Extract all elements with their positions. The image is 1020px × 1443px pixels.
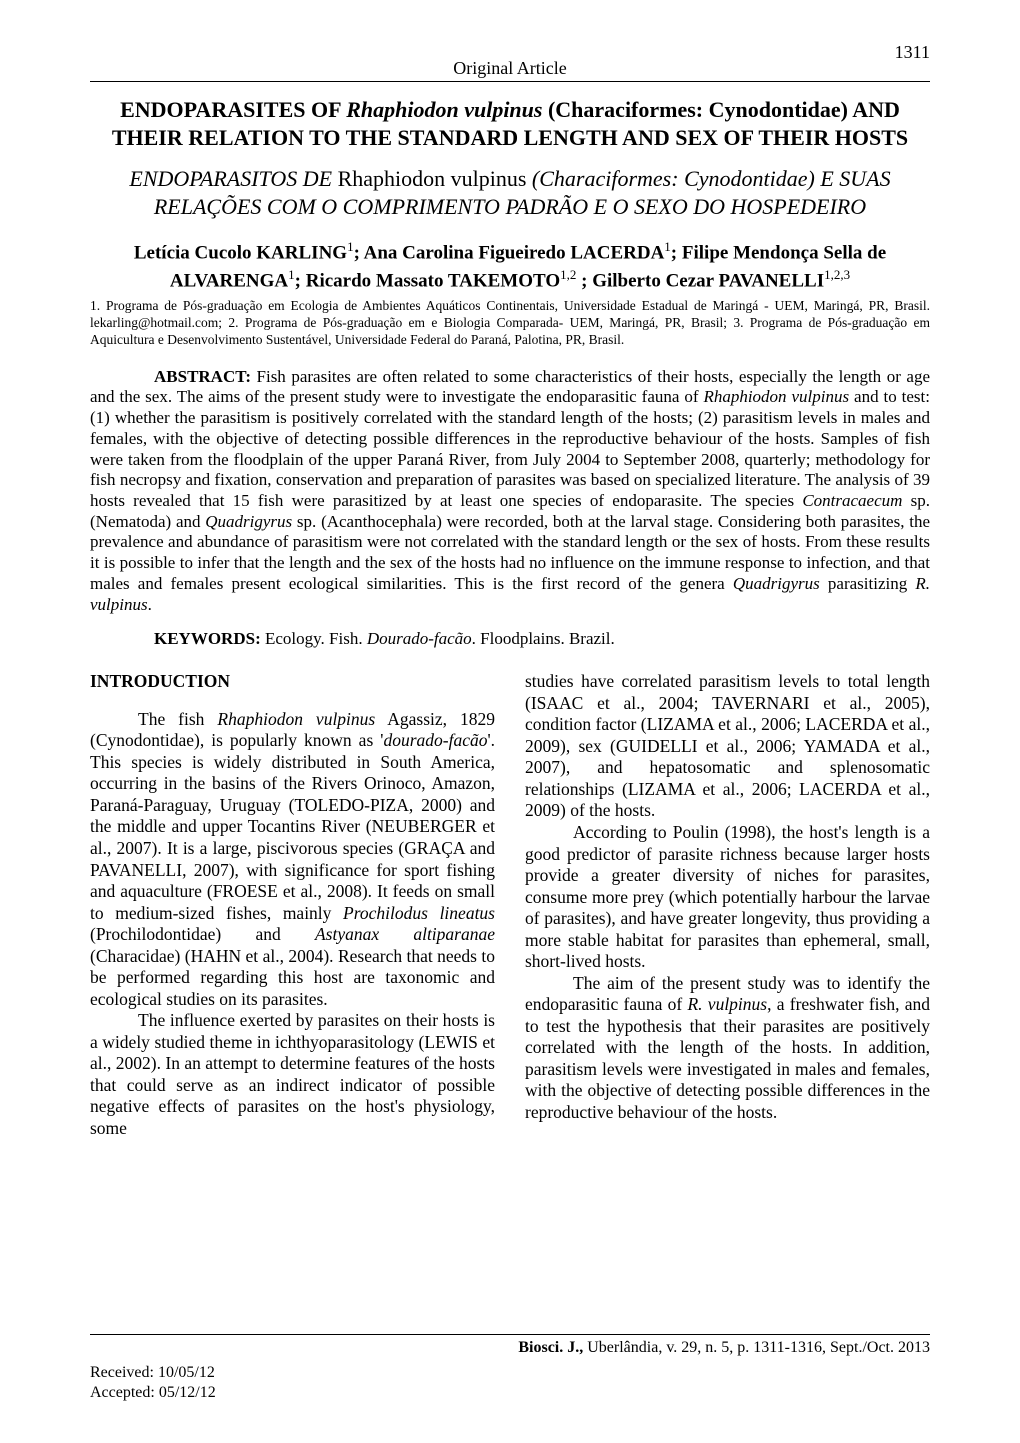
received-date: Received: 10/05/12	[90, 1363, 930, 1383]
footer-rule	[90, 1334, 930, 1335]
abstract-species-3: Quadrigyrus	[205, 512, 292, 531]
title-pt-species: Rhaphiodon vulpinus	[338, 166, 527, 191]
p2-text: The influence exerted by parasites on th…	[90, 1010, 495, 1138]
keywords: KEYWORDS: Ecology. Fish. Dourado-facão. …	[90, 629, 930, 649]
p1-i3: Prochilodus lineatus	[343, 903, 495, 923]
manuscript-dates: Received: 10/05/12 Accepted: 05/12/12	[90, 1363, 930, 1403]
abstract-species-4: Quadrigyrus	[733, 574, 820, 593]
title-portuguese: ENDOPARASITOS DE Rhaphiodon vulpinus (Ch…	[100, 165, 920, 220]
abstract-label: ABSTRACT:	[154, 367, 251, 386]
title-pt-pre: ENDOPARASITOS DE	[129, 166, 337, 191]
p1-a: The fish	[138, 709, 217, 729]
column-left: INTRODUCTION The fish Rhaphiodon vulpinu…	[90, 671, 495, 1139]
p4-i1: R. vulpinus	[687, 994, 767, 1014]
page-number: 1311	[895, 42, 930, 63]
journal-name: Biosci. J.,	[518, 1339, 583, 1356]
keywords-text-1: Ecology. Fish.	[261, 629, 367, 648]
intro-para-4: The aim of the present study was to iden…	[525, 973, 930, 1124]
affiliations: 1. Programa de Pós-graduação em Ecologia…	[90, 298, 930, 349]
p2c-text: studies have correlated parasitism level…	[525, 671, 930, 820]
keywords-text-2: . Floodplains. Brazil.	[472, 629, 615, 648]
p1-i1: Rhaphiodon vulpinus	[217, 709, 375, 729]
intro-para-3: According to Poulin (1998), the host's l…	[525, 822, 930, 973]
intro-para-2-cont: studies have correlated parasitism level…	[525, 671, 930, 822]
header-rule	[90, 81, 930, 82]
abstract: ABSTRACT: Fish parasites are often relat…	[90, 367, 930, 616]
keywords-label: KEYWORDS:	[154, 629, 261, 648]
title-en-species: Rhaphiodon vulpinus	[346, 97, 542, 122]
p1-c: '. This species is widely distributed in…	[90, 730, 495, 922]
authors-block: Letícia Cucolo KARLING1; Ana Carolina Fi…	[130, 238, 890, 294]
running-head: Original Article	[90, 58, 930, 79]
intro-para-2: The influence exerted by parasites on th…	[90, 1010, 495, 1139]
p1-e: (Characidae) (HAHN et al., 2004). Resear…	[90, 946, 495, 1009]
abstract-text-6: .	[148, 595, 152, 614]
abstract-species-1: Rhaphiodon vulpinus	[703, 387, 849, 406]
abstract-species-2: Contracaecum	[802, 491, 902, 510]
keywords-italic-1: Dourado-facão	[367, 629, 472, 648]
section-heading-introduction: INTRODUCTION	[90, 671, 495, 693]
journal-issue: Uberlândia, v. 29, n. 5, p. 1311-1316, S…	[583, 1339, 930, 1356]
title-en-part1: ENDOPARASITES OF	[120, 97, 346, 122]
abstract-text-5: parasitizing	[820, 574, 916, 593]
p1-i4: Astyanax altiparanae	[315, 924, 495, 944]
accepted-date: Accepted: 05/12/12	[90, 1383, 930, 1403]
intro-para-1: The fish Rhaphiodon vulpinus Agassiz, 18…	[90, 709, 495, 1010]
body-columns: INTRODUCTION The fish Rhaphiodon vulpinu…	[90, 671, 930, 1139]
p3-text: According to Poulin (1998), the host's l…	[525, 822, 930, 971]
p1-d: (Prochilodontidae) and	[90, 924, 315, 944]
journal-citation: Biosci. J., Uberlândia, v. 29, n. 5, p. …	[90, 1339, 930, 1357]
column-right: studies have correlated parasitism level…	[525, 671, 930, 1139]
p1-i2: dourado-facão	[383, 730, 487, 750]
page-footer: Biosci. J., Uberlândia, v. 29, n. 5, p. …	[90, 1334, 930, 1403]
title-english: ENDOPARASITES OF Rhaphiodon vulpinus (Ch…	[110, 96, 910, 151]
